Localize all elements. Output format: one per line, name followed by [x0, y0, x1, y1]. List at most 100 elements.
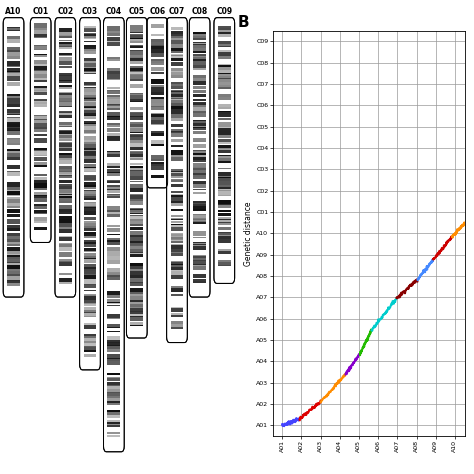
- Bar: [218, 41, 231, 46]
- Bar: [83, 150, 96, 155]
- Bar: [7, 72, 20, 75]
- Bar: [218, 122, 231, 127]
- Bar: [108, 302, 120, 303]
- Bar: [130, 316, 143, 318]
- Bar: [108, 398, 120, 401]
- Bar: [34, 116, 47, 121]
- Bar: [218, 189, 231, 193]
- Bar: [83, 234, 96, 236]
- Bar: [34, 130, 47, 131]
- Bar: [83, 256, 96, 260]
- Bar: [218, 26, 231, 28]
- Bar: [7, 274, 20, 278]
- Bar: [171, 102, 183, 105]
- Bar: [171, 240, 183, 242]
- Bar: [7, 151, 20, 153]
- Bar: [171, 251, 183, 254]
- Bar: [59, 201, 72, 203]
- Bar: [108, 163, 120, 166]
- Bar: [130, 95, 143, 99]
- Bar: [7, 124, 20, 128]
- Bar: [171, 44, 183, 48]
- Bar: [108, 96, 120, 100]
- Bar: [59, 43, 72, 46]
- Bar: [193, 171, 206, 174]
- Bar: [130, 129, 143, 133]
- Bar: [34, 54, 47, 55]
- Bar: [59, 98, 72, 100]
- Bar: [218, 79, 231, 82]
- Bar: [171, 109, 183, 113]
- Bar: [130, 57, 143, 60]
- Bar: [59, 172, 72, 174]
- Bar: [193, 111, 206, 112]
- Bar: [108, 152, 120, 154]
- Bar: [83, 354, 96, 357]
- Bar: [34, 45, 47, 47]
- Bar: [171, 124, 183, 125]
- Bar: [130, 140, 143, 144]
- Bar: [83, 66, 96, 69]
- Bar: [171, 36, 183, 41]
- Bar: [34, 212, 47, 214]
- Bar: [108, 112, 120, 115]
- Bar: [218, 155, 231, 159]
- Bar: [218, 72, 231, 76]
- Bar: [130, 98, 143, 101]
- Bar: [83, 64, 96, 68]
- Bar: [7, 254, 20, 256]
- Bar: [130, 316, 143, 319]
- Bar: [130, 217, 143, 219]
- Bar: [218, 70, 231, 71]
- Bar: [130, 301, 143, 304]
- Bar: [130, 129, 143, 132]
- Bar: [108, 125, 120, 127]
- Bar: [218, 26, 231, 30]
- Bar: [34, 104, 47, 106]
- Bar: [7, 173, 20, 175]
- Bar: [218, 185, 231, 189]
- Bar: [108, 42, 120, 46]
- Bar: [83, 190, 96, 191]
- Bar: [108, 185, 120, 187]
- Bar: [7, 118, 20, 122]
- Bar: [59, 185, 72, 189]
- Bar: [193, 128, 206, 130]
- Bar: [83, 282, 96, 283]
- Bar: [34, 221, 47, 223]
- Bar: [83, 154, 96, 156]
- Bar: [59, 236, 72, 240]
- Bar: [83, 295, 96, 300]
- Bar: [130, 95, 143, 96]
- Bar: [59, 124, 72, 127]
- Bar: [83, 335, 96, 336]
- Bar: [171, 261, 183, 263]
- Bar: [218, 94, 231, 95]
- Bar: [7, 28, 20, 30]
- Bar: [34, 23, 47, 28]
- Bar: [130, 321, 143, 325]
- Bar: [193, 42, 206, 45]
- Bar: [7, 114, 20, 115]
- Bar: [83, 285, 96, 286]
- Bar: [130, 170, 143, 173]
- Bar: [34, 46, 47, 49]
- Bar: [83, 283, 96, 287]
- FancyBboxPatch shape: [167, 18, 187, 343]
- Bar: [59, 280, 72, 282]
- Bar: [193, 173, 206, 176]
- Bar: [193, 57, 206, 60]
- Bar: [83, 325, 96, 329]
- Bar: [193, 215, 206, 219]
- Bar: [108, 87, 120, 89]
- Bar: [193, 48, 206, 52]
- Bar: [59, 113, 72, 115]
- Bar: [130, 266, 143, 269]
- Bar: [59, 236, 72, 237]
- Bar: [218, 205, 231, 208]
- Bar: [83, 280, 96, 284]
- Bar: [171, 75, 183, 78]
- Bar: [171, 133, 183, 136]
- Bar: [193, 160, 206, 162]
- Bar: [7, 193, 20, 197]
